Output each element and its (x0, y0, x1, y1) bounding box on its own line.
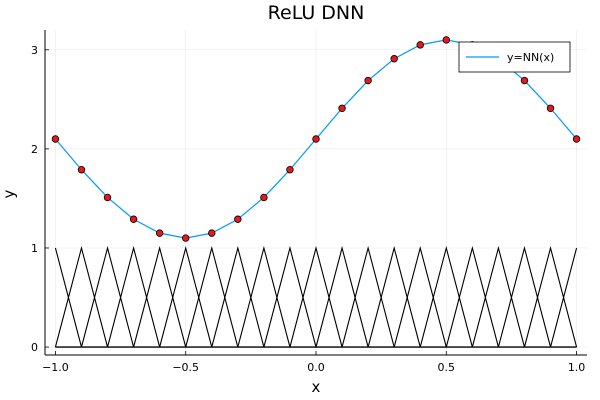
basis-function (367, 245, 421, 348)
legend: y=NN(x) (458, 41, 571, 73)
basis-functions (54, 245, 578, 348)
basis-function (54, 245, 109, 348)
basis-function (315, 245, 369, 348)
y-tick-label: 1 (31, 242, 38, 255)
y-tick-label: 0 (31, 341, 38, 354)
basis-function (497, 245, 552, 348)
basis-function (523, 245, 578, 348)
grid (45, 30, 587, 355)
data-point (51, 135, 60, 143)
data-point (546, 104, 555, 112)
basis-function (341, 245, 395, 348)
basis-function (80, 245, 135, 348)
data-point (390, 55, 398, 63)
basis-function (211, 245, 265, 348)
data-point (129, 215, 138, 223)
data-point (442, 36, 450, 44)
x-tick-label: 0.5 (438, 361, 456, 374)
x-tick-label: 1.0 (568, 361, 586, 374)
basis-function (185, 245, 239, 348)
basis-function (237, 245, 291, 348)
basis-function (549, 247, 578, 348)
data-point (182, 234, 190, 242)
legend-label: y=NN(x) (507, 51, 554, 64)
y-tick-label: 3 (31, 44, 38, 57)
basis-function (263, 245, 317, 348)
data-point (520, 76, 529, 85)
data-point (416, 41, 424, 49)
x-tick-label: 0.0 (307, 361, 325, 374)
chart-title: ReLU DNN (268, 2, 365, 24)
data-point (364, 76, 372, 85)
data-point (338, 104, 346, 112)
y-tick-label: 2 (31, 143, 38, 156)
data-point (103, 193, 112, 202)
tick-labels: −1.0 −0.5 0.0 0.5 1.0 0 1 2 3 (31, 44, 585, 374)
basis-function (471, 245, 525, 348)
data-point (312, 135, 320, 143)
basis-function (393, 245, 447, 348)
basis-function (289, 245, 343, 348)
x-tick-label: −1.0 (42, 361, 69, 374)
x-axis-label: x (312, 378, 321, 396)
x-tick-label: −0.5 (172, 361, 199, 374)
data-point (208, 229, 216, 237)
data-point (260, 193, 268, 202)
basis-function (133, 245, 187, 348)
data-point (234, 215, 242, 223)
axes (44, 30, 587, 356)
y-axis-label: y (0, 189, 18, 198)
basis-function (159, 245, 213, 348)
data-point (286, 166, 294, 174)
basis-function (107, 245, 161, 348)
data-point (572, 135, 581, 143)
data-point (155, 229, 164, 237)
data-point (77, 166, 86, 174)
basis-function (419, 245, 473, 348)
basis-function (445, 245, 499, 348)
